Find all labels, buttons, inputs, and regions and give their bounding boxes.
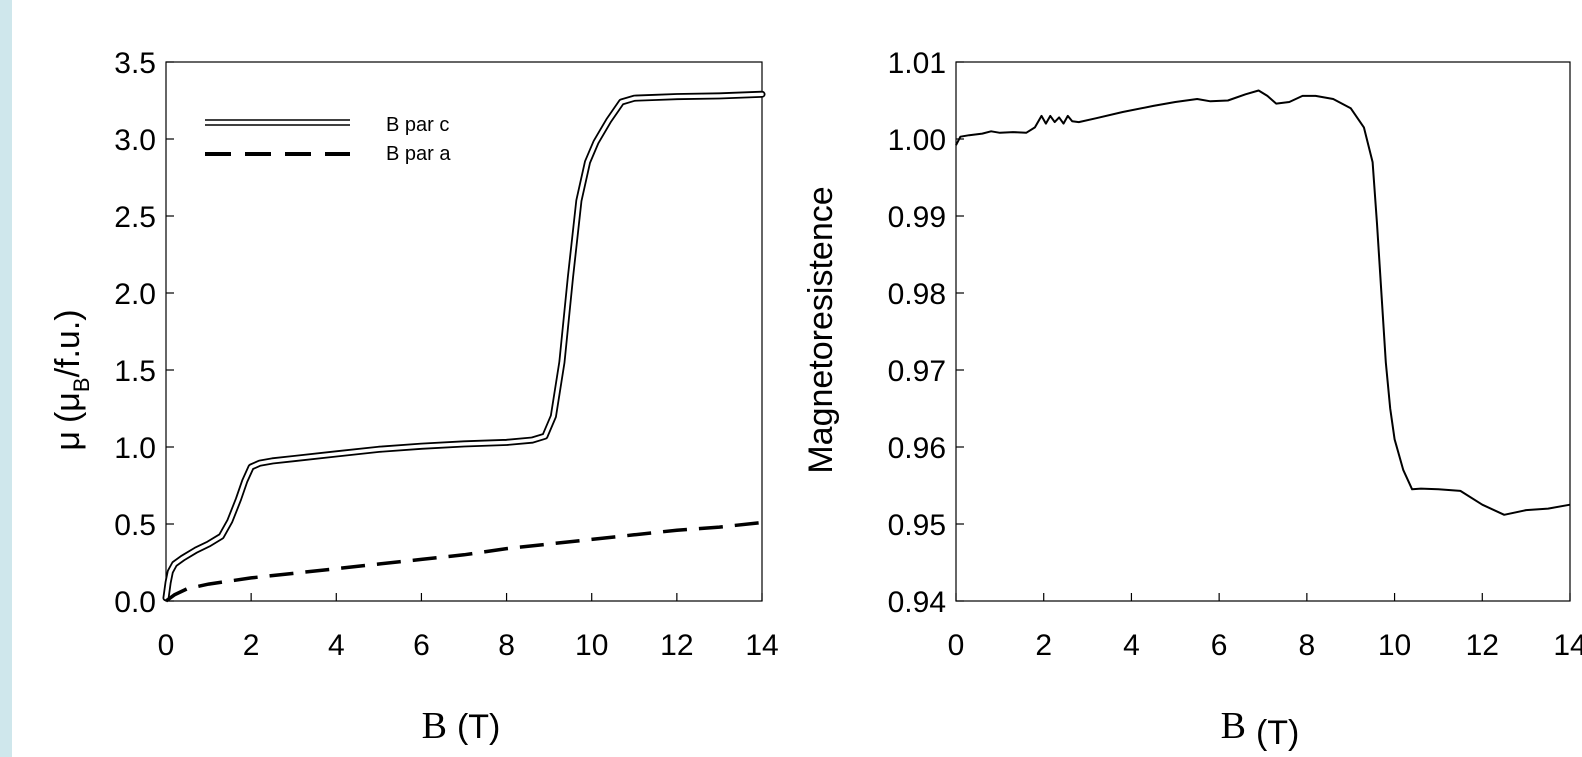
x-tick-label-left: 6 [413,629,430,662]
y-axis-open-left: (μ [49,392,87,423]
x-tick-label-left: 0 [158,629,175,662]
series-line-curve [955,89,1571,516]
y-tick-label-left: 0.0 [114,586,156,619]
y-tick-label-right: 0.99 [888,201,946,234]
y-tick-label-right: 0.94 [888,586,946,619]
plot-area-left [165,61,763,602]
y-tick-label-left: 3.0 [114,124,156,157]
y-tick-label-right: 1.01 [888,47,946,80]
y-tick-label-right: 0.98 [888,278,946,311]
plot-area-right [955,61,1571,602]
figure-frame: 0 2 4 6 8 10 12 14 0.0 0.5 1.0 1.5 2.0 2.5 3.0 3.5 B pa… [12,0,1582,757]
y-tick-label-left: 1.0 [114,432,156,465]
x-axis-unit-left: (T) [457,708,500,746]
series-line-b-par-c-inner [164,92,764,600]
chart-right: 0 2 4 6 8 10 12 14 0.94 0.95 0.96 0.97 0.98 0.99 1.00 1… [802,47,1582,752]
left-ticks: 0 2 4 6 8 10 12 14 0.0 0.5 1.0 1.5 2.0 2.5 3.0 3.5 [114,47,778,662]
y-axis-sub-left: B [69,377,94,392]
legend-label-b-par-c: B par c [386,114,449,136]
y-tick-label-left: 1.5 [114,355,156,388]
x-axis-unit-right: (T) [1256,714,1299,752]
x-axis-title-left: B (T) [422,705,501,747]
series-line-b-par-c-outer [162,90,766,602]
x-tick-label-left: 12 [660,629,693,662]
y-axis-symbol-left: μ [49,431,87,451]
y-tick-label-left: 2.0 [114,278,156,311]
x-tick-label-right: 8 [1299,629,1316,662]
series-line-b-par-a [164,520,763,603]
right-series [955,89,1571,516]
y-tick-label-left: 0.5 [114,509,156,542]
y-axis-title-right: Magnetoresistence [802,186,840,473]
x-tick-label-left: 10 [575,629,608,662]
legend-label-b-par-a: B par a [386,143,451,165]
x-tick-label-left: 14 [745,629,778,662]
x-tick-label-right: 6 [1211,629,1228,662]
figure-canvas: 0 2 4 6 8 10 12 14 0.0 0.5 1.0 1.5 2.0 2.5 3.0 3.5 B pa… [49,47,1582,752]
right-ticks: 0 2 4 6 8 10 12 14 0.94 0.95 0.96 0.97 0.98 0.99 1.00 1… [888,47,1582,662]
y-tick-label-right: 0.97 [888,355,946,388]
x-axis-symbol-left: B [422,705,447,747]
chart-left: 0 2 4 6 8 10 12 14 0.0 0.5 1.0 1.5 2.0 2.5 3.0 3.5 B pa… [49,47,779,747]
x-tick-label-left: 8 [498,629,515,662]
y-tick-label-right: 0.95 [888,509,946,542]
x-axis-title-right: B (T) [1221,705,1300,752]
x-tick-label-right: 10 [1378,629,1411,662]
y-tick-label-right: 1.00 [888,124,946,157]
x-tick-label-left: 4 [328,629,345,662]
y-axis-close-left: /f.u.) [49,309,87,377]
y-tick-label-left: 3.5 [114,47,156,80]
x-tick-label-right: 14 [1553,629,1582,662]
x-tick-label-right: 12 [1466,629,1499,662]
x-axis-symbol-right: B [1221,705,1246,747]
x-tick-label-right: 4 [1123,629,1140,662]
x-tick-label-right: 2 [1035,629,1052,662]
y-tick-label-left: 2.5 [114,201,156,234]
y-axis-title-left: μ (μB/f.u.) [49,309,94,450]
x-tick-label-right: 0 [948,629,965,662]
left-series [162,90,766,603]
legend-left: B par c B par a [205,114,451,165]
y-tick-label-right: 0.96 [888,432,946,465]
x-tick-label-left: 2 [243,629,260,662]
